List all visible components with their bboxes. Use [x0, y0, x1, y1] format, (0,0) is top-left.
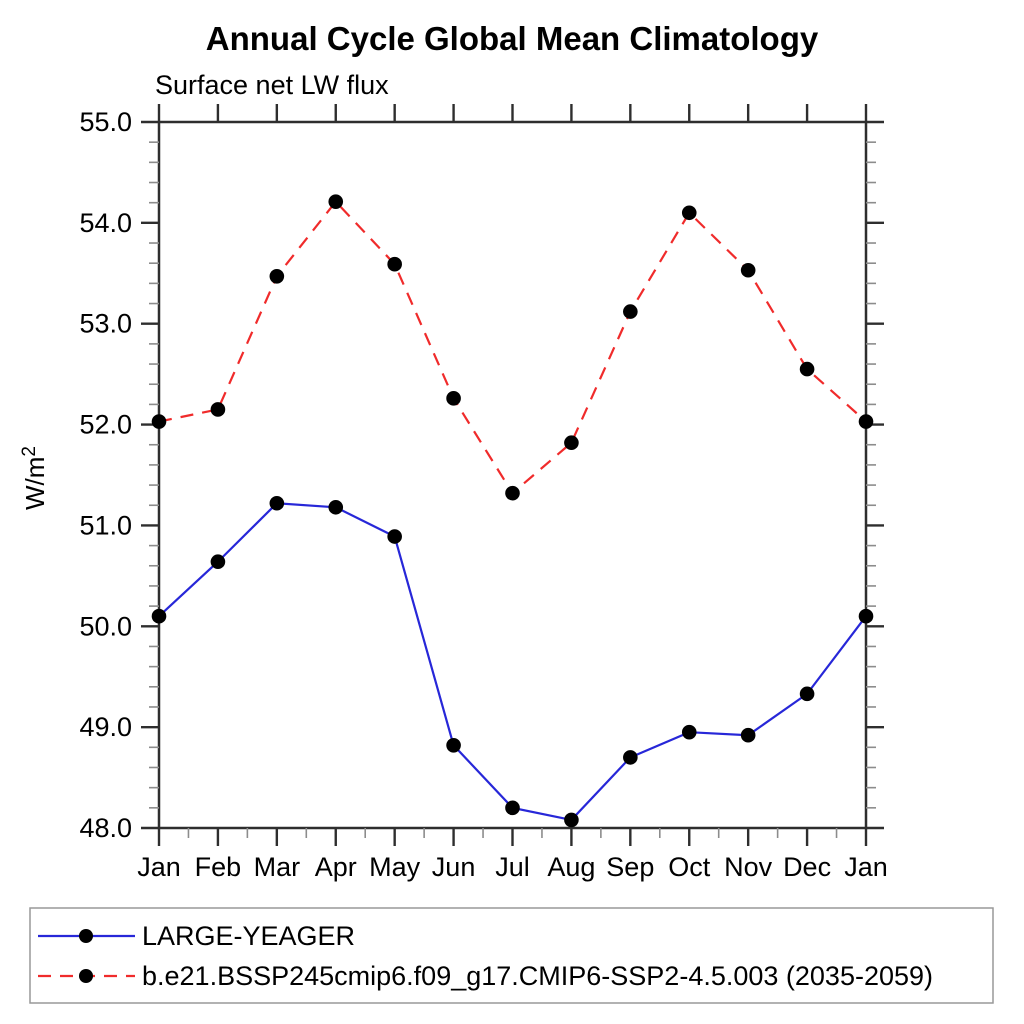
x-tick-label: Jan: [844, 852, 888, 882]
data-point-marker: [505, 485, 520, 501]
legend-label-cmip6: b.e21.BSSP245cmip6.f09_g17.CMIP6-SSP2-4.…: [142, 961, 933, 991]
x-tick-label: Mar: [254, 852, 301, 882]
data-point-marker: [858, 608, 874, 624]
data-point-marker: [799, 361, 815, 377]
plot-frame: [157, 120, 868, 830]
y-tick-label: 50.0: [79, 611, 132, 641]
x-tick-label: Jun: [432, 852, 476, 882]
x-tick-label: Nov: [724, 852, 773, 882]
x-tick-label: Jan: [137, 852, 181, 882]
x-tick-label: Jul: [495, 852, 530, 882]
data-point-marker: [564, 812, 579, 828]
data-point-marker: [564, 435, 579, 451]
legend-entry-cmip6: b.e21.BSSP245cmip6.f09_g17.CMIP6-SSP2-4.…: [38, 961, 933, 991]
data-point-marker: [623, 304, 638, 319]
x-tick-label: Sep: [606, 852, 654, 882]
y-tick-label: 48.0: [79, 813, 132, 843]
legend-label-large-yeager: LARGE-YEAGER: [142, 921, 355, 951]
data-point-marker: [446, 391, 461, 406]
x-tick-label: Dec: [783, 852, 831, 882]
data-point-marker: [623, 750, 638, 765]
data-point-marker: [681, 205, 697, 221]
y-axis-unit-label: W/m2: [19, 446, 50, 510]
data-point-marker: [151, 414, 167, 429]
data-point-marker: [387, 529, 402, 544]
y-tick-label: 54.0: [79, 208, 132, 238]
data-point-marker: [681, 724, 697, 740]
y-axis-unit-base: W/m: [20, 457, 50, 510]
data-point-marker: [210, 402, 226, 417]
x-tick-label: Aug: [547, 852, 595, 882]
data-point-marker: [210, 554, 226, 570]
y-tick-label: 53.0: [79, 309, 132, 339]
series-large-yeager: [151, 495, 874, 828]
series-line: [158, 199, 867, 495]
y-tick-label: 49.0: [79, 712, 132, 742]
data-point-marker: [328, 499, 344, 515]
data-point-marker: [269, 269, 285, 284]
chart-title: Annual Cycle Global Mean Climatology: [205, 20, 819, 57]
x-tick-label: Apr: [315, 852, 357, 882]
axis-ticks: 48.0 49.0 50.0 51.0 52.0 53.0 54.0 55.0 Jan Feb Ma…: [79, 104, 888, 882]
legend-box: [29, 907, 994, 1004]
series-line: [158, 502, 867, 822]
data-point-marker: [505, 800, 520, 816]
y-tick-label: 51.0: [79, 510, 132, 540]
legend-marker-dot: [79, 929, 93, 943]
x-tick-label: Feb: [195, 852, 242, 882]
data-point-marker: [446, 737, 461, 753]
data-point-marker: [328, 194, 344, 209]
series-cmip6: [151, 194, 874, 501]
legend: LARGE-YEAGER b.e21.BSSP245cmip6.f09_g17.…: [29, 907, 994, 1004]
data-point-marker: [740, 262, 756, 278]
data-point-marker: [799, 686, 815, 702]
legend-entry-large-yeager: LARGE-YEAGER: [38, 921, 355, 951]
data-point-marker: [269, 495, 285, 511]
y-axis-unit-superscript: 2: [19, 446, 40, 457]
data-point-marker: [858, 414, 874, 429]
data-point-marker: [387, 256, 402, 272]
chart-subtitle: Surface net LW flux: [155, 70, 389, 100]
legend-marker-dot: [79, 969, 93, 983]
y-tick-label: 55.0: [79, 107, 132, 137]
plot-dynamic-layer: 48.0 49.0 50.0 51.0 52.0 53.0 54.0 55.0 Jan Feb Ma…: [79, 104, 888, 882]
x-tick-label: Oct: [668, 852, 711, 882]
data-point-marker: [151, 608, 167, 624]
data-point-marker: [740, 727, 756, 743]
x-tick-label: May: [369, 852, 421, 882]
y-tick-label: 52.0: [79, 410, 132, 440]
